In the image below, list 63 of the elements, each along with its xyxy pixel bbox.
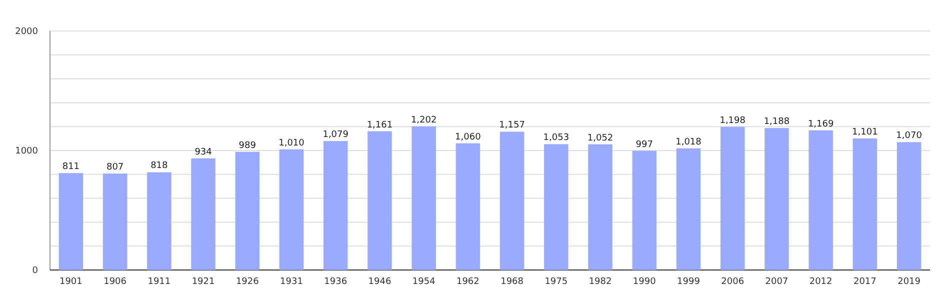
data-label: 1,053 — [543, 133, 570, 144]
data-label: 1,052 — [587, 133, 614, 144]
bar — [500, 132, 524, 270]
bar — [147, 172, 172, 270]
bar — [368, 131, 392, 270]
data-label: 1,188 — [764, 117, 790, 128]
y-tick-label: 2000 — [15, 27, 38, 38]
x-tick-label: 2006 — [721, 277, 744, 287]
data-label: 1,202 — [410, 115, 437, 126]
bar — [896, 142, 922, 270]
bar — [632, 150, 657, 270]
x-tick-label: 2007 — [765, 277, 788, 287]
data-label: 1,198 — [720, 116, 746, 126]
bar — [808, 130, 833, 270]
x-tick-label: 1906 — [104, 277, 127, 287]
x-tick-label: 1975 — [544, 277, 568, 287]
bar — [279, 149, 304, 270]
bar — [58, 173, 84, 270]
x-tick-label: 2017 — [853, 277, 876, 287]
data-label: 1,161 — [366, 120, 393, 130]
data-label: 989 — [238, 140, 256, 151]
x-tick-label: 1936 — [324, 277, 348, 287]
data-label: 1,018 — [676, 137, 702, 148]
bar — [456, 143, 480, 270]
bar — [544, 144, 568, 270]
bar — [764, 128, 789, 270]
x-tick-label: 1921 — [192, 277, 215, 287]
x-tick-label: 1968 — [500, 277, 524, 287]
x-tick-label: 2019 — [898, 277, 921, 287]
data-label: 1,157 — [499, 120, 525, 131]
data-label: 818 — [150, 161, 168, 172]
bar — [676, 148, 701, 270]
data-label: 934 — [194, 147, 212, 158]
bar — [852, 138, 878, 270]
data-label: 811 — [62, 162, 80, 172]
x-tick-label: 2012 — [809, 277, 832, 287]
data-label: 997 — [636, 140, 653, 150]
x-tick-label: 1999 — [677, 277, 700, 287]
bar — [412, 126, 436, 270]
x-tick-label: 1911 — [148, 277, 171, 287]
bar — [323, 141, 348, 270]
x-tick-label: 1946 — [368, 277, 392, 287]
bar — [102, 174, 128, 270]
x-tick-label: 1982 — [588, 277, 612, 287]
x-tick-label: 1954 — [412, 277, 436, 287]
x-tick-label: 1926 — [236, 277, 260, 287]
data-label: 1,169 — [808, 119, 834, 130]
y-tick-label: 1000 — [15, 146, 38, 157]
bar — [588, 144, 612, 270]
bar — [191, 158, 216, 270]
data-label: 1,101 — [852, 127, 878, 138]
data-label: 1,060 — [455, 132, 482, 142]
data-label: 1,010 — [278, 138, 305, 148]
x-tick-label: 1990 — [632, 277, 656, 287]
data-label: 1,079 — [322, 130, 349, 140]
x-tick-label: 1962 — [456, 277, 480, 287]
bar — [235, 152, 260, 270]
x-tick-label: 1901 — [60, 277, 82, 287]
y-tick-label: 0 — [32, 266, 38, 276]
bar — [720, 126, 745, 270]
x-tick-label: 1931 — [280, 277, 303, 287]
data-label: 807 — [106, 162, 124, 173]
data-label: 1,070 — [896, 131, 922, 142]
